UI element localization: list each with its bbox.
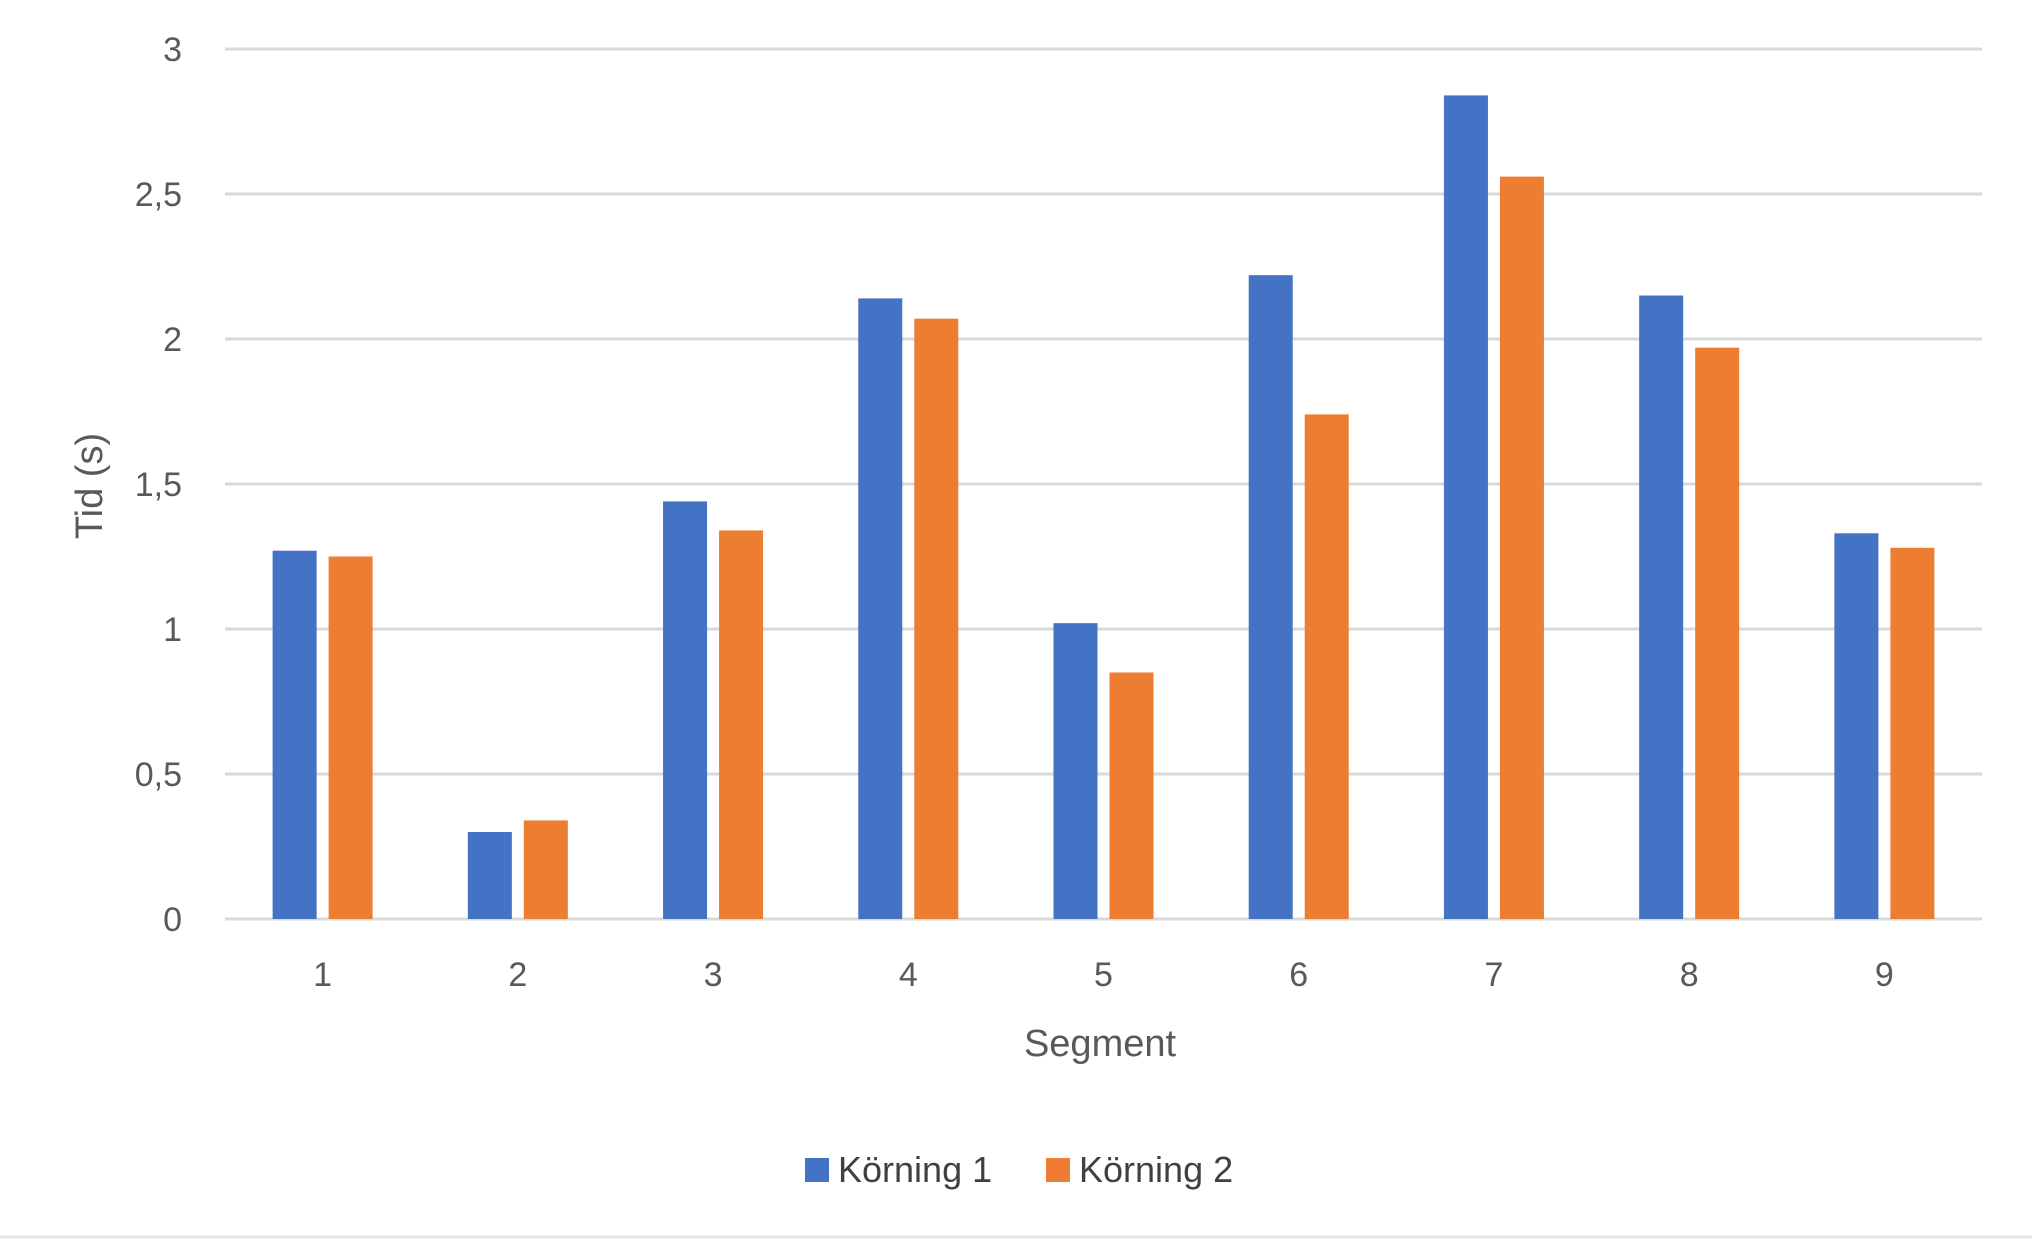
bar-segment-4-series-1 bbox=[858, 298, 903, 919]
bars bbox=[272, 95, 1935, 920]
y-axis-title: Tid (s) bbox=[69, 433, 111, 539]
bar-segment-8-series-2 bbox=[1695, 347, 1740, 919]
bar-segment-5-series-1 bbox=[1053, 623, 1098, 919]
y-tick-label: 2,5 bbox=[135, 176, 182, 214]
bar-segment-7-series-1 bbox=[1443, 95, 1488, 919]
y-tick-label: 0,5 bbox=[135, 756, 182, 794]
y-tick-label: 1,5 bbox=[135, 466, 182, 504]
bar-segment-9-series-1 bbox=[1834, 533, 1879, 919]
y-tick-label: 3 bbox=[163, 31, 182, 69]
bar-segment-3-series-2 bbox=[719, 530, 764, 919]
y-axis-tick-labels: 0 0,5 1 1,5 2 2,5 3 bbox=[135, 31, 182, 939]
x-tick-label: 7 bbox=[1484, 956, 1503, 994]
bar-segment-2-series-1 bbox=[467, 832, 512, 919]
bar-segment-3-series-1 bbox=[663, 501, 708, 919]
x-tick-label: 1 bbox=[313, 956, 332, 994]
bar-segment-6-series-2 bbox=[1304, 414, 1349, 919]
bar-segment-8-series-1 bbox=[1639, 295, 1684, 919]
legend-swatch-series-1 bbox=[805, 1158, 829, 1182]
legend-label-series-1: Körning 1 bbox=[838, 1149, 992, 1190]
gridlines bbox=[225, 47, 1982, 921]
x-tick-label: 6 bbox=[1289, 956, 1308, 994]
x-tick-label: 3 bbox=[704, 956, 723, 994]
y-tick-label: 2 bbox=[163, 321, 182, 359]
x-axis-tick-labels: 1 2 3 4 5 6 7 8 9 bbox=[313, 956, 1894, 994]
x-tick-label: 9 bbox=[1875, 956, 1894, 994]
legend-label-series-2: Körning 2 bbox=[1079, 1149, 1233, 1190]
x-tick-label: 5 bbox=[1094, 956, 1113, 994]
x-axis-title: Segment bbox=[1024, 1023, 1177, 1065]
bar-segment-5-series-2 bbox=[1109, 672, 1154, 919]
x-tick-label: 4 bbox=[899, 956, 918, 994]
bar-segment-9-series-2 bbox=[1890, 547, 1935, 919]
bar-segment-7-series-2 bbox=[1499, 176, 1544, 920]
bar-segment-4-series-2 bbox=[914, 318, 959, 919]
bar-segment-1-series-1 bbox=[272, 550, 317, 919]
bar-segment-1-series-2 bbox=[328, 556, 373, 919]
bar-segment-2-series-2 bbox=[523, 820, 568, 919]
y-tick-label: 1 bbox=[163, 611, 182, 649]
x-tick-label: 2 bbox=[508, 956, 527, 994]
x-tick-label: 8 bbox=[1680, 956, 1699, 994]
legend-swatch-series-2 bbox=[1046, 1158, 1070, 1182]
legend: Körning 1 Körning 2 bbox=[805, 1149, 1233, 1190]
bar-segment-6-series-1 bbox=[1248, 275, 1293, 919]
y-tick-label: 0 bbox=[163, 901, 182, 939]
